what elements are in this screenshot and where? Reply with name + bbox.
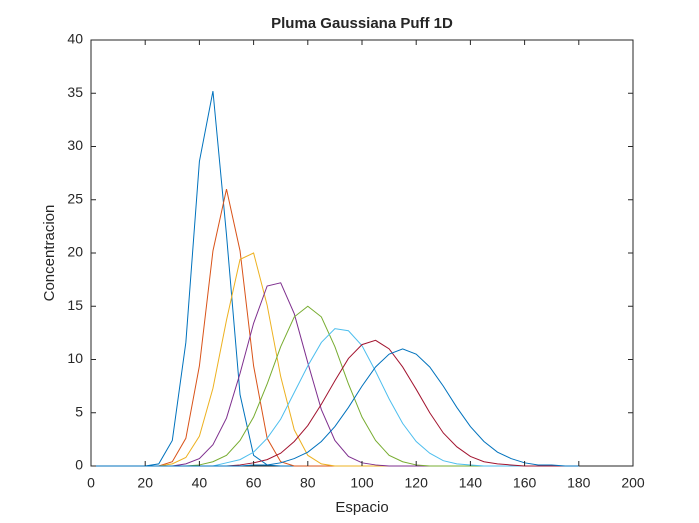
plot-area [90,39,634,467]
x-tick-label: 120 [405,475,429,491]
y-tick-label: 15 [67,297,83,313]
y-tick-label: 20 [67,244,83,260]
x-tick-label: 80 [300,475,316,491]
x-tick-label: 200 [621,475,645,491]
chart-title: Pluma Gaussiana Puff 1D [271,15,453,32]
x-tick-label: 160 [513,475,537,491]
series-line [91,348,579,467]
x-tick-label: 0 [87,475,95,491]
x-axis-label: Espacio [335,499,388,516]
x-tick-label: 60 [246,475,262,491]
x-tick-label: 100 [350,475,374,491]
x-tick-label: 20 [137,475,153,491]
x-tick-label: 140 [459,475,483,491]
x-tick-label: 40 [192,475,208,491]
y-tick-label: 35 [67,84,83,100]
y-tick-label: 10 [67,350,83,366]
x-tick-label: 180 [567,475,591,491]
y-tick-label: 5 [75,403,83,419]
lines [91,91,579,467]
y-tick-label: 40 [67,31,83,47]
y-tick-label: 0 [75,457,83,473]
y-tick-label: 25 [67,190,83,206]
y-tick-label: 30 [67,137,83,153]
y-axis-label: Concentracion [41,205,58,302]
